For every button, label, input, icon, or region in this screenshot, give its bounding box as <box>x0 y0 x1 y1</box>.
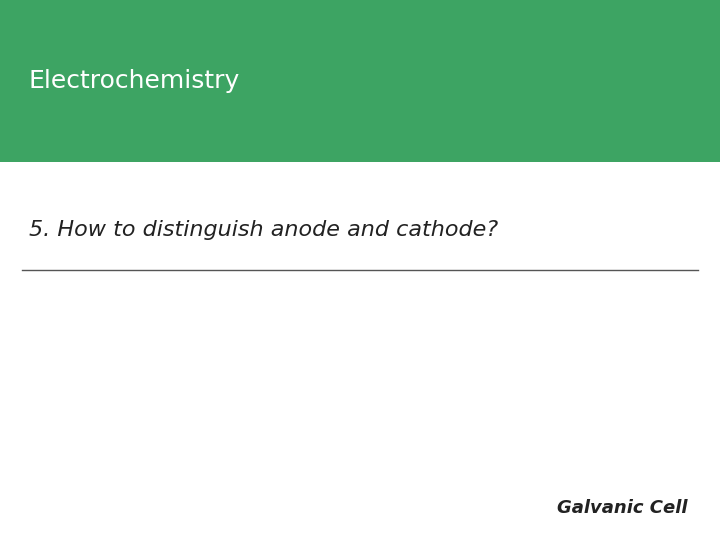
Bar <box>0 0 720 162</box>
Text: Electrochemistry: Electrochemistry <box>29 69 240 93</box>
Text: 5. How to distinguish anode and cathode?: 5. How to distinguish anode and cathode? <box>29 219 498 240</box>
Text: Galvanic Cell: Galvanic Cell <box>557 498 688 517</box>
